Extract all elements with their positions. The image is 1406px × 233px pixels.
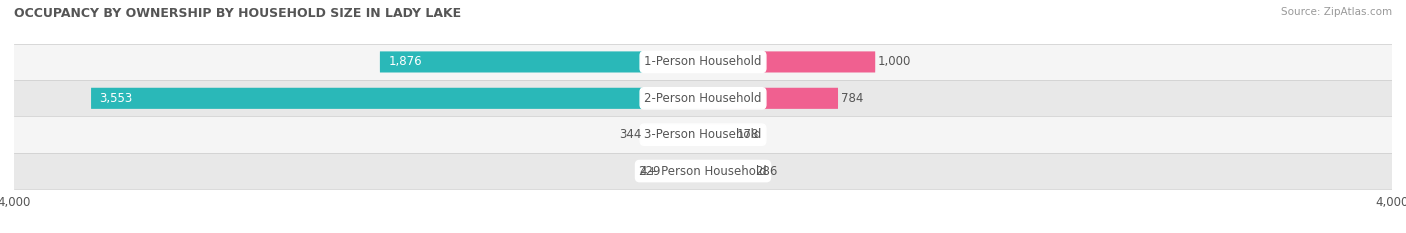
FancyBboxPatch shape — [703, 51, 875, 72]
Text: 1,000: 1,000 — [877, 55, 911, 69]
FancyBboxPatch shape — [14, 80, 1392, 116]
Text: 1,876: 1,876 — [388, 55, 422, 69]
FancyBboxPatch shape — [14, 153, 1392, 189]
FancyBboxPatch shape — [703, 161, 752, 182]
Text: 286: 286 — [755, 164, 778, 178]
FancyBboxPatch shape — [14, 116, 1392, 153]
FancyBboxPatch shape — [644, 124, 703, 145]
Text: 344: 344 — [619, 128, 641, 141]
Text: 2-Person Household: 2-Person Household — [644, 92, 762, 105]
FancyBboxPatch shape — [91, 88, 703, 109]
FancyBboxPatch shape — [664, 161, 703, 182]
FancyBboxPatch shape — [703, 88, 838, 109]
FancyBboxPatch shape — [14, 44, 1392, 80]
Text: OCCUPANCY BY OWNERSHIP BY HOUSEHOLD SIZE IN LADY LAKE: OCCUPANCY BY OWNERSHIP BY HOUSEHOLD SIZE… — [14, 7, 461, 20]
Text: 229: 229 — [638, 164, 661, 178]
FancyBboxPatch shape — [703, 124, 734, 145]
Text: 4+ Person Household: 4+ Person Household — [640, 164, 766, 178]
FancyBboxPatch shape — [380, 51, 703, 72]
Text: Source: ZipAtlas.com: Source: ZipAtlas.com — [1281, 7, 1392, 17]
Text: 3-Person Household: 3-Person Household — [644, 128, 762, 141]
Text: 1-Person Household: 1-Person Household — [644, 55, 762, 69]
Text: 178: 178 — [737, 128, 759, 141]
Text: 3,553: 3,553 — [100, 92, 134, 105]
Legend: Owner-occupied, Renter-occupied: Owner-occupied, Renter-occupied — [578, 230, 828, 233]
Text: 784: 784 — [841, 92, 863, 105]
